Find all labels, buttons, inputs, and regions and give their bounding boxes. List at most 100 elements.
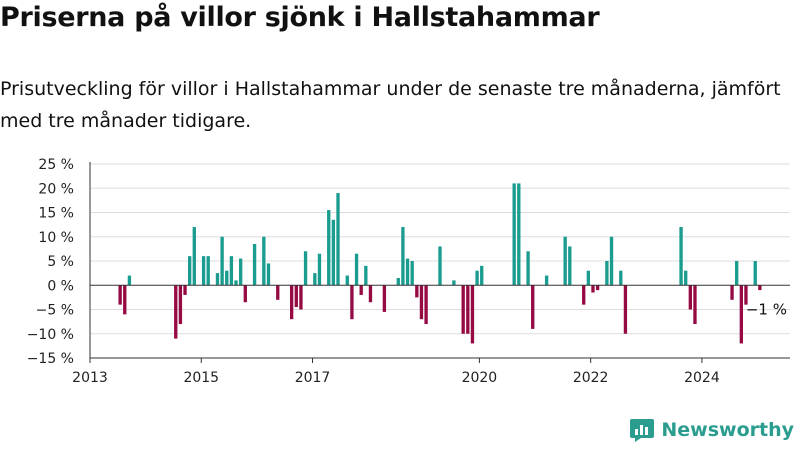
x-tick-label: 2022 bbox=[573, 370, 609, 386]
bar bbox=[299, 285, 303, 310]
bar bbox=[679, 227, 683, 286]
bar bbox=[517, 183, 521, 286]
bar bbox=[368, 285, 373, 303]
bar bbox=[758, 285, 762, 291]
bar bbox=[303, 251, 308, 286]
brand-logo: Newsworthy bbox=[629, 417, 794, 443]
bar bbox=[174, 285, 178, 339]
bar bbox=[345, 275, 349, 286]
bar bbox=[480, 265, 484, 286]
x-tick-label: 2013 bbox=[72, 370, 108, 386]
bar bbox=[364, 265, 368, 286]
y-tick-label: −5 % bbox=[36, 303, 74, 319]
bar bbox=[531, 285, 535, 329]
bar bbox=[294, 285, 298, 308]
y-tick-label: −10 % bbox=[27, 327, 74, 343]
bar bbox=[215, 273, 220, 286]
bar bbox=[623, 285, 628, 334]
bar bbox=[466, 285, 470, 334]
bar bbox=[452, 280, 456, 286]
chart-subtitle: Prisutveckling för villor i Hallstahamma… bbox=[0, 78, 781, 132]
brand-name: Newsworthy bbox=[661, 419, 794, 441]
bar bbox=[331, 219, 336, 286]
bar bbox=[188, 256, 192, 286]
bar bbox=[127, 275, 132, 286]
bar bbox=[475, 270, 479, 286]
bar bbox=[461, 285, 465, 334]
annotation-label: −1 % bbox=[746, 301, 787, 319]
bar bbox=[262, 236, 266, 286]
bar bbox=[419, 285, 424, 320]
bar bbox=[405, 258, 410, 286]
bar bbox=[354, 253, 359, 286]
bar bbox=[313, 273, 317, 286]
axes: −15 % −10 % −5 % 0 % 5 % 10 % 15 % 20 % 25 % 2013… bbox=[27, 157, 790, 386]
x-tick-label: 2020 bbox=[462, 370, 498, 386]
bar bbox=[544, 275, 549, 286]
x-tick-label: 2017 bbox=[295, 370, 331, 386]
y-tick-label: 20 % bbox=[38, 181, 74, 197]
bar bbox=[225, 270, 229, 286]
bar bbox=[401, 227, 405, 286]
bar bbox=[382, 285, 387, 312]
bar bbox=[317, 253, 322, 286]
bar bbox=[252, 244, 257, 286]
y-tick-label: 25 % bbox=[38, 157, 74, 173]
bar bbox=[336, 193, 340, 286]
bar bbox=[183, 285, 187, 295]
bar bbox=[410, 261, 414, 286]
bar bbox=[739, 285, 743, 344]
bar bbox=[595, 285, 600, 291]
bar bbox=[327, 210, 331, 286]
y-tick-label: 15 % bbox=[38, 206, 74, 222]
bar bbox=[619, 270, 623, 286]
bar bbox=[684, 270, 688, 286]
bar bbox=[688, 285, 692, 310]
bar bbox=[415, 285, 419, 298]
bar bbox=[568, 246, 572, 286]
x-tick-label: 2024 bbox=[684, 370, 720, 386]
bar bbox=[289, 285, 294, 320]
bar bbox=[234, 280, 238, 286]
y-tick-label: 5 % bbox=[47, 254, 74, 270]
bar bbox=[229, 256, 234, 286]
bar bbox=[178, 285, 183, 325]
bar-chart: −15 % −10 % −5 % 0 % 5 % 10 % 15 % 20 % 25 % 2013… bbox=[27, 157, 790, 386]
bar bbox=[276, 285, 280, 300]
y-tick-label: 10 % bbox=[38, 230, 74, 246]
x-tick-label: 2015 bbox=[183, 370, 219, 386]
bar bbox=[609, 236, 614, 286]
bar bbox=[730, 285, 734, 300]
bar bbox=[438, 246, 442, 286]
bar bbox=[424, 285, 428, 325]
bar bbox=[359, 285, 363, 295]
bar bbox=[266, 263, 271, 286]
bar bbox=[118, 285, 122, 305]
chart-title: Priserna på villor sjönk i Hallstahammar bbox=[0, 2, 600, 33]
bar bbox=[220, 236, 224, 286]
bar bbox=[605, 261, 609, 286]
bar bbox=[735, 261, 739, 286]
bar bbox=[192, 227, 196, 286]
bar bbox=[512, 183, 516, 286]
newsworthy-logo-icon bbox=[630, 419, 655, 442]
bar bbox=[350, 285, 354, 320]
bar bbox=[243, 285, 247, 303]
bar bbox=[586, 270, 591, 286]
bar bbox=[526, 251, 530, 286]
y-tick-label: 0 % bbox=[47, 278, 74, 294]
bars bbox=[118, 183, 762, 344]
bar bbox=[206, 256, 210, 286]
bar bbox=[591, 285, 595, 293]
bar bbox=[582, 285, 586, 305]
bar bbox=[470, 285, 475, 344]
bar bbox=[563, 236, 567, 286]
bar bbox=[693, 285, 697, 325]
bar bbox=[201, 256, 206, 286]
bar bbox=[753, 261, 757, 286]
bar bbox=[238, 258, 243, 286]
bar bbox=[396, 277, 400, 286]
annotations: −1 % bbox=[746, 301, 787, 319]
bar bbox=[123, 285, 127, 315]
y-tick-label: −15 % bbox=[27, 351, 74, 367]
